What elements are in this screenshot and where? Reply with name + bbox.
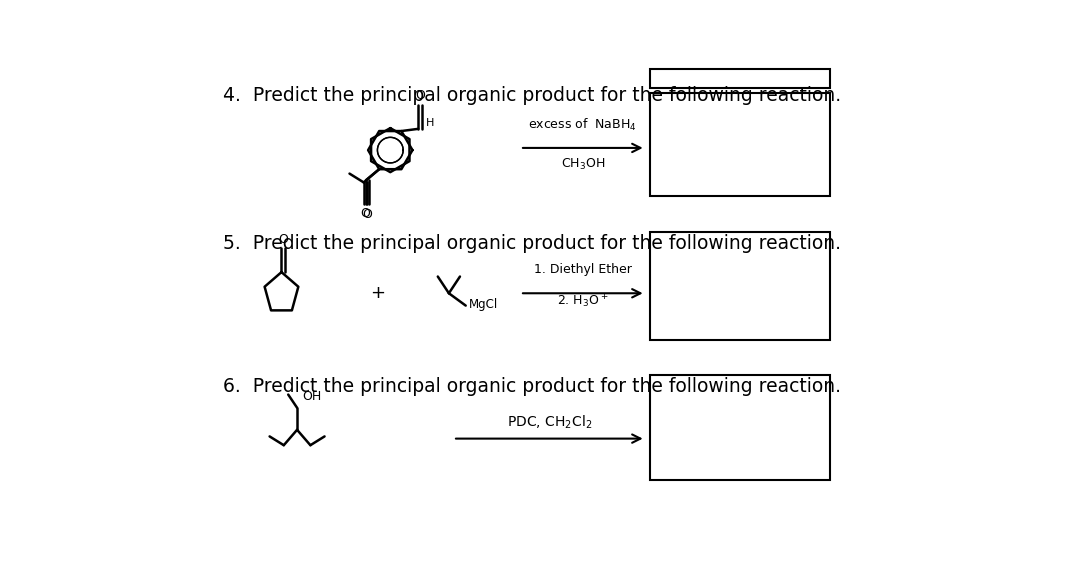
Text: 4.  Predict the principal organic product for the following reaction.: 4. Predict the principal organic product… bbox=[222, 86, 841, 105]
Bar bbox=[650, 69, 829, 89]
Text: 6.  Predict the principal organic product for the following reaction.: 6. Predict the principal organic product… bbox=[222, 377, 841, 396]
Text: H: H bbox=[427, 118, 434, 128]
Text: CH$_3$OH: CH$_3$OH bbox=[561, 157, 605, 172]
Bar bbox=[650, 232, 829, 340]
Bar bbox=[650, 375, 829, 480]
Text: 1. Diethyl Ether: 1. Diethyl Ether bbox=[534, 263, 632, 276]
Text: MgCl: MgCl bbox=[470, 298, 499, 311]
Text: O: O bbox=[278, 233, 287, 246]
Text: excess of  NaBH$_4$: excess of NaBH$_4$ bbox=[528, 117, 637, 133]
Text: +: + bbox=[370, 284, 386, 302]
Text: 2. H$_3$O$^+$: 2. H$_3$O$^+$ bbox=[557, 292, 608, 310]
Text: OH: OH bbox=[302, 390, 322, 403]
Text: O: O bbox=[361, 207, 370, 220]
Bar bbox=[650, 93, 829, 196]
Text: O: O bbox=[363, 208, 373, 221]
Text: 5.  Predict the principal organic product for the following reaction.: 5. Predict the principal organic product… bbox=[222, 234, 841, 253]
Text: O: O bbox=[415, 89, 424, 102]
Text: PDC, CH$_2$Cl$_2$: PDC, CH$_2$Cl$_2$ bbox=[507, 414, 592, 431]
